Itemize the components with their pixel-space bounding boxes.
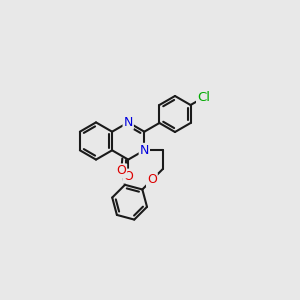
Text: Cl: Cl [197,91,210,104]
Text: O: O [123,169,133,183]
Text: O: O [147,173,157,186]
Text: N: N [124,116,133,129]
Text: N: N [140,144,149,157]
Text: O: O [116,164,126,177]
